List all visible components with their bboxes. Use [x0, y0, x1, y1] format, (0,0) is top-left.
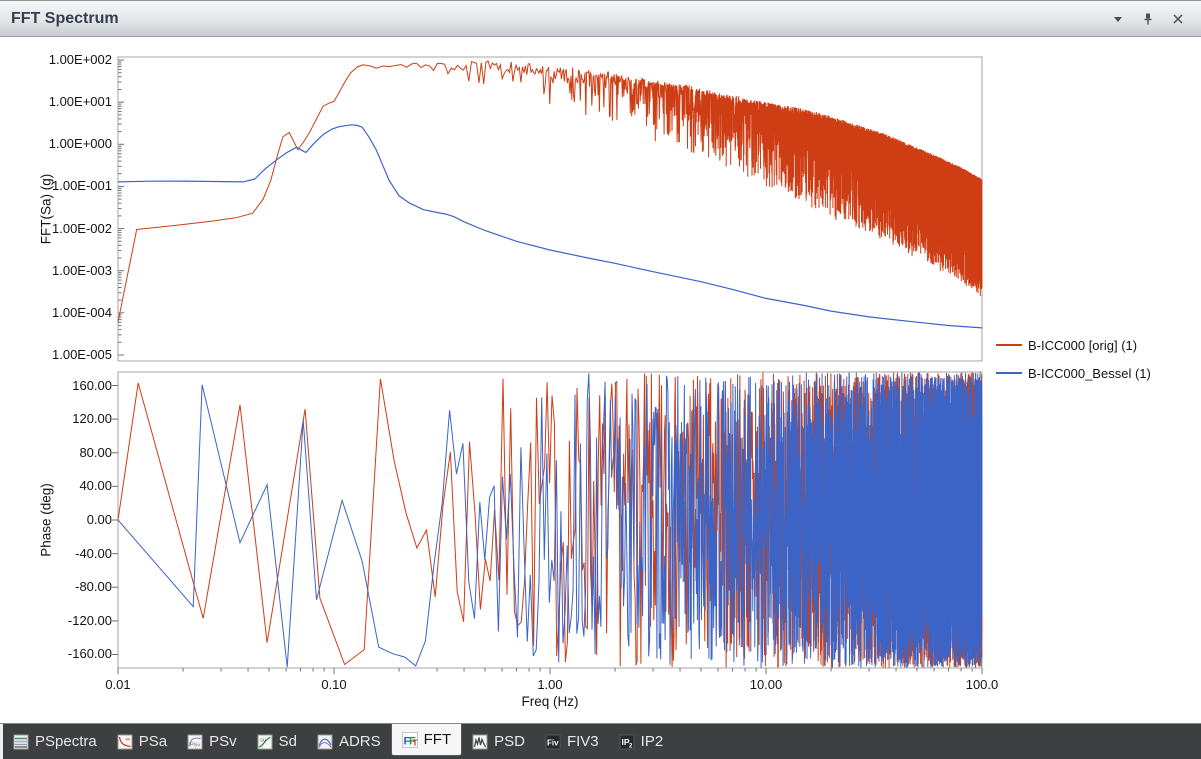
tick-label: 1.00: [537, 677, 563, 692]
psv-icon: PSv: [187, 734, 203, 750]
psa-icon: [117, 734, 133, 750]
tab-label: Sd: [278, 733, 297, 750]
tab-bar: PSpectra PSa PSv PSv su Sd: [0, 723, 1201, 759]
legend-label-orig: B-ICC000 [orig] (1): [1028, 337, 1138, 353]
panel-title: FFT Spectrum: [11, 9, 119, 27]
svg-text:2: 2: [629, 743, 633, 749]
tick-label: -120.00: [67, 612, 112, 628]
tick-label: 1.00E-002: [52, 220, 112, 236]
pspectra-icon: [13, 734, 29, 750]
svg-text:PSv: PSv: [190, 742, 200, 748]
psd-icon: [472, 734, 488, 750]
tick-label: 10.00: [749, 677, 783, 692]
tab-label: FFT: [423, 731, 452, 748]
tick-label: -80.00: [75, 579, 112, 595]
tab-fft[interactable]: F F T FFT: [390, 724, 463, 756]
y-axis-label-phase: Phase (deg): [38, 483, 54, 557]
tab-psv[interactable]: PSv PSv: [177, 724, 247, 759]
pin-icon[interactable]: [1139, 10, 1157, 28]
ip2-icon: IP 2: [619, 734, 635, 750]
tab-fiv3[interactable]: Fiv FIV3: [535, 724, 609, 759]
tab-label: PSpectra: [35, 733, 97, 750]
tab-pspectra[interactable]: PSpectra: [3, 724, 107, 759]
legend-label-bessel: B-ICC000_Bessel (1): [1028, 365, 1151, 381]
tick-label: 1.00E+000: [48, 136, 112, 152]
tick-label: 1.00E+002: [48, 52, 112, 67]
legend-swatch-bessel: [996, 372, 1022, 374]
legend-item-orig: B-ICC000 [orig] (1): [996, 335, 1137, 355]
tab-ip2[interactable]: IP 2 IP2: [609, 724, 674, 759]
tick-label: 120.00: [72, 411, 112, 427]
tab-psd[interactable]: PSD: [462, 724, 535, 759]
tick-label: 0.01: [105, 677, 131, 692]
legend-item-bessel: B-ICC000_Bessel (1): [996, 363, 1151, 383]
legend-swatch-orig: [996, 344, 1022, 346]
tab-label: PSv: [209, 733, 237, 750]
adrs-icon: [317, 734, 333, 750]
dropdown-arrow-icon[interactable]: [1109, 10, 1127, 28]
tick-label: 100.0: [965, 677, 999, 692]
svg-text:T: T: [412, 738, 417, 747]
svg-text:su: su: [260, 737, 266, 743]
tick-label: 1.00E-003: [52, 262, 112, 278]
sd-icon: su: [257, 734, 273, 750]
tick-label: 80.00: [79, 444, 112, 460]
tab-adrs[interactable]: ADRS: [307, 724, 391, 759]
tab-sd[interactable]: su Sd: [247, 724, 307, 759]
tab-label: PSa: [138, 733, 168, 750]
svg-text:F: F: [409, 735, 416, 747]
tick-label: 0.10: [321, 677, 347, 692]
panel-titlebar: FFT Spectrum: [0, 0, 1201, 37]
y-axis-label-magnitude: FFT(Sa) (g): [38, 173, 54, 245]
tick-label: 40.00: [79, 478, 112, 494]
tick-label: 1.00E-004: [52, 304, 112, 320]
tab-psa[interactable]: PSa: [107, 724, 177, 759]
x-axis-label: Freq (Hz): [521, 694, 579, 709]
tick-label: 0.00: [86, 512, 112, 527]
tab-bar-edge: [0, 724, 3, 759]
svg-text:F: F: [403, 735, 410, 747]
tab-label: ADRS: [338, 733, 381, 750]
titlebar-buttons: [1109, 10, 1201, 28]
tick-label: 1.00E-005: [52, 347, 112, 362]
tick-label: -40.00: [75, 545, 112, 561]
svg-text:IP: IP: [621, 737, 629, 747]
tab-label: FIV3: [566, 733, 599, 750]
fiv3-icon: Fiv: [545, 734, 561, 750]
tick-label: 1.00E-001: [52, 178, 112, 194]
fft-icon: F F T: [401, 731, 418, 748]
tick-label: -160.00: [67, 646, 112, 662]
close-icon[interactable]: [1169, 10, 1187, 28]
tick-label: 160.00: [72, 377, 112, 393]
tab-label: PSD: [494, 733, 525, 750]
tick-label: 1.00E+001: [48, 94, 112, 110]
svg-text:Fiv: Fiv: [547, 738, 559, 747]
tab-label: IP2: [640, 733, 664, 750]
